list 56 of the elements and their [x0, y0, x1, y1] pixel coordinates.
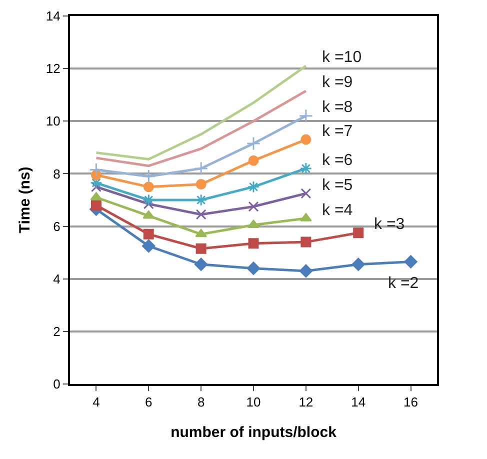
- x-tick-label: 14: [351, 394, 366, 410]
- point: [299, 264, 313, 278]
- series-label: k =9: [322, 74, 353, 91]
- y-tick-label: 4: [53, 271, 60, 286]
- x-tick-label: 4: [92, 394, 100, 410]
- series-label: k =10: [322, 49, 362, 66]
- point: [300, 162, 312, 175]
- point: [300, 188, 312, 199]
- point: [196, 209, 206, 220]
- point: [404, 255, 418, 268]
- point: [195, 228, 208, 238]
- series-label: k =5: [322, 177, 353, 194]
- point: [142, 169, 156, 184]
- point: [353, 228, 364, 238]
- x-tick-label: 16: [404, 394, 418, 410]
- point: [246, 136, 261, 151]
- point: [142, 239, 156, 253]
- x-tick-label: 8: [197, 394, 205, 410]
- series-label: k =6: [322, 152, 353, 169]
- point: [248, 238, 259, 249]
- point: [196, 178, 206, 190]
- y-tick-label: 2: [53, 324, 60, 339]
- series-label: k =8: [322, 99, 353, 116]
- point: [248, 220, 260, 228]
- y-tick-label: 8: [53, 166, 60, 182]
- y-tick-label: 10: [46, 114, 60, 129]
- point: [300, 134, 312, 145]
- line-series: [94, 90, 308, 168]
- x-tick-label: 6: [145, 394, 152, 410]
- series-label: k =3: [374, 216, 405, 233]
- point: [298, 108, 313, 123]
- point: [352, 258, 365, 271]
- x-tick-label: 12: [298, 394, 314, 410]
- series-label: k =7: [322, 123, 353, 140]
- point: [89, 162, 104, 177]
- point: [194, 258, 208, 271]
- point: [143, 228, 154, 240]
- series-label: k =4: [322, 202, 353, 219]
- point: [194, 161, 208, 176]
- y-tick-label: 6: [53, 218, 60, 234]
- point: [300, 236, 312, 248]
- x-tick-label: 10: [246, 394, 261, 410]
- y-axis-title: Time (ns): [16, 166, 34, 234]
- line-series: [94, 64, 308, 161]
- y-tick-label: 14: [46, 8, 60, 24]
- point: [247, 180, 260, 194]
- x-axis-title: number of inputs/block: [170, 424, 338, 442]
- y-tick-label: 0: [53, 376, 60, 392]
- series-label: k =2: [388, 275, 419, 292]
- point: [90, 200, 102, 211]
- point: [248, 155, 259, 166]
- point: [248, 201, 259, 212]
- y-tick-label: 12: [46, 61, 60, 76]
- point: [196, 243, 206, 254]
- point: [143, 182, 154, 192]
- point: [246, 262, 260, 275]
